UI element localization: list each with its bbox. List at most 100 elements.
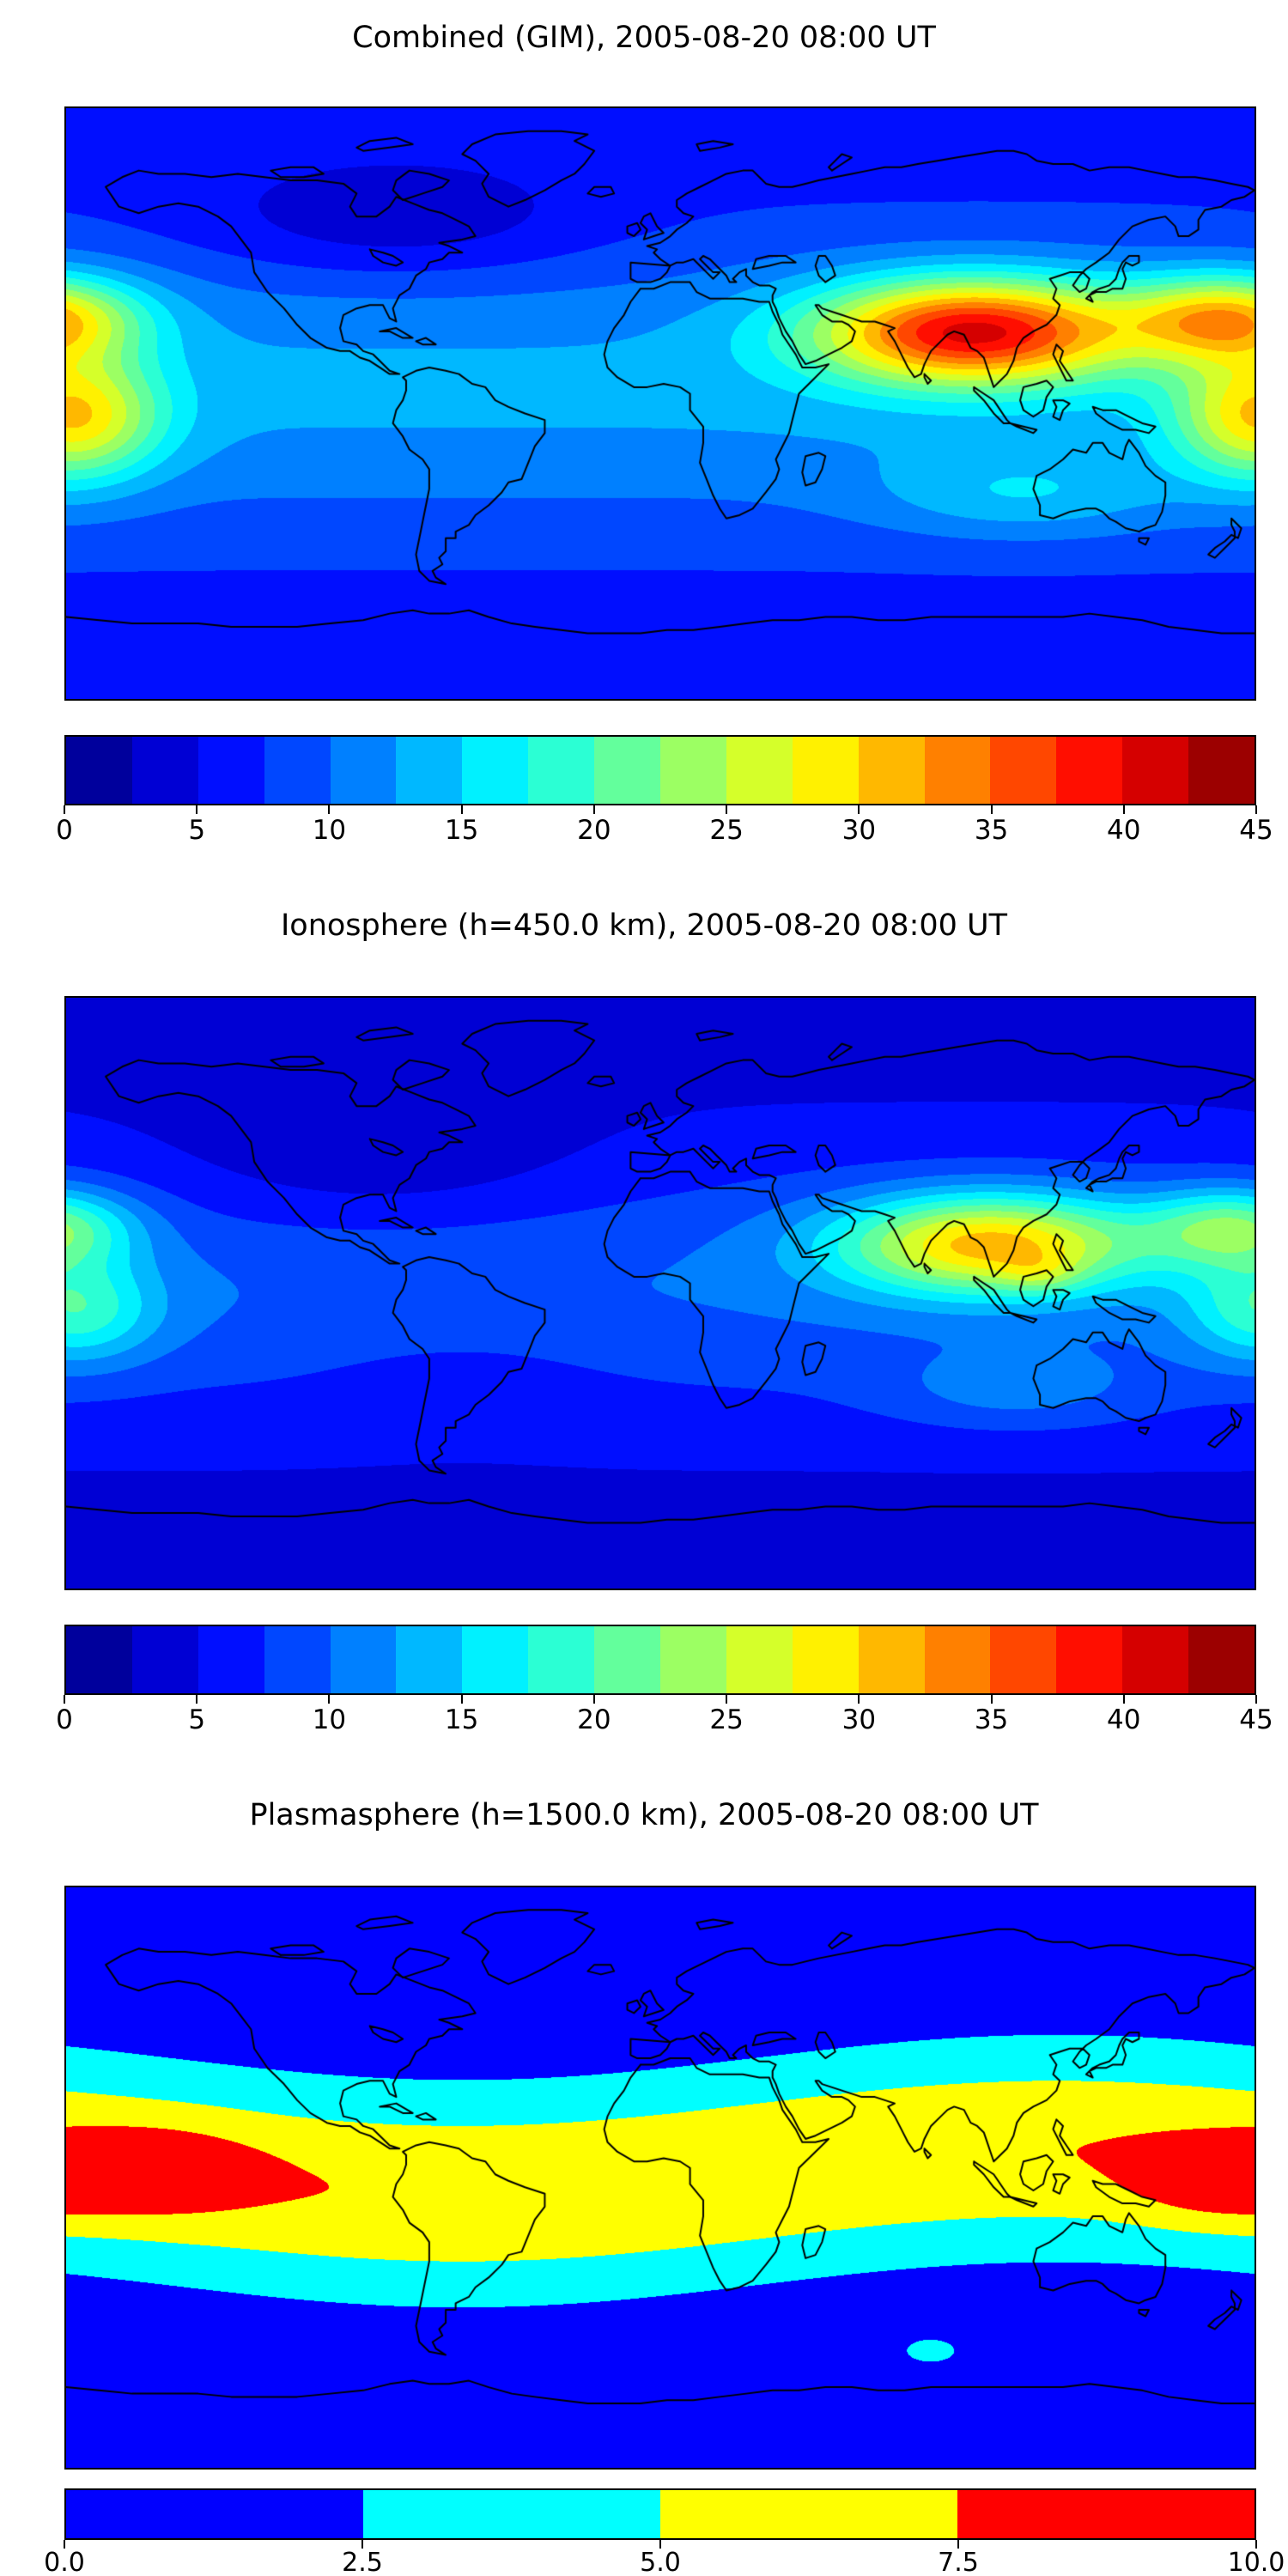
colorbar-segment xyxy=(66,737,132,804)
colorbar-segment xyxy=(197,1626,264,1693)
colorbar-segment xyxy=(726,1626,793,1693)
colorbar-tick-label: 5 xyxy=(188,1704,206,1735)
map-ionosphere xyxy=(64,996,1256,1590)
colorbar-tick-label: 25 xyxy=(709,1704,744,1735)
colorbar-tick-mark xyxy=(196,1695,198,1704)
colorbar-tick-label: 15 xyxy=(444,815,479,846)
colorbar-tick-label: 30 xyxy=(841,815,877,846)
colorbar-tick-mark xyxy=(592,1695,595,1704)
colorbar-tick-label: 20 xyxy=(577,1704,611,1735)
chart-title-combined: Combined (GIM), 2005-08-20 08:00 UT xyxy=(352,21,936,55)
colorbar-tick-label: 10 xyxy=(312,1704,347,1735)
colorbar-segment xyxy=(990,737,1057,804)
colorbar-segment xyxy=(1122,1626,1189,1693)
colorbar-tick-label: 20 xyxy=(577,815,611,846)
colorbar-tick-mark xyxy=(1255,805,1257,814)
colorbar-segment xyxy=(858,1626,925,1693)
colorbar-tick-mark xyxy=(64,1695,65,1704)
colorbar-segment xyxy=(396,1626,463,1693)
colorbar-segment xyxy=(726,737,793,804)
colorbar-segment xyxy=(462,1626,529,1693)
colorbar-tick-mark xyxy=(858,805,860,814)
colorbar-tick-mark xyxy=(361,2540,363,2549)
colorbar-tick-label: 10.0 xyxy=(1227,2548,1285,2576)
colorbar-segment xyxy=(858,737,925,804)
colorbar-ionosphere xyxy=(64,1625,1256,1695)
colorbar-segment xyxy=(1188,1626,1255,1693)
colorbar-segment xyxy=(594,737,661,804)
colorbar-segment xyxy=(660,737,726,804)
colorbar-segment xyxy=(1056,1626,1123,1693)
colorbar-segment xyxy=(396,737,463,804)
colorbar-tick-mark xyxy=(460,1695,463,1704)
colorbar-tick-mark xyxy=(1122,1695,1125,1704)
colorbar-segment xyxy=(1122,737,1189,804)
colorbar-tick-label: 0 xyxy=(56,815,73,846)
colorbar-segment xyxy=(131,737,198,804)
colorbar-segment xyxy=(330,1626,397,1693)
colorbar-segment xyxy=(131,1626,198,1693)
colorbar-segment xyxy=(792,1626,859,1693)
colorbar-tick-label: 5 xyxy=(188,815,206,846)
colorbar-tick-mark xyxy=(858,1695,860,1704)
colorbar-segment xyxy=(363,2490,660,2538)
colorbar-segment xyxy=(924,737,991,804)
colorbar-segment xyxy=(792,737,859,804)
colorbar-tick-label: 45 xyxy=(1239,815,1273,846)
chart-title-ionosphere: Ionosphere (h=450.0 km), 2005-08-20 08:0… xyxy=(280,908,1008,943)
chart-title-plasmasphere: Plasmasphere (h=1500.0 km), 2005-08-20 0… xyxy=(249,1798,1039,1832)
colorbar-tick-label: 0.0 xyxy=(44,2548,85,2576)
colorbar-tick-mark xyxy=(328,1695,331,1704)
colorbar-tick-mark xyxy=(957,2540,959,2549)
colorbar-tick-label: 2.5 xyxy=(342,2548,383,2576)
colorbar-segment xyxy=(957,2490,1255,2538)
map-plasmasphere xyxy=(64,1886,1256,2470)
colorbar-ticks-plasmasphere: 0.0 2.5 5.0 7.5 10.0 xyxy=(44,2540,1285,2576)
colorbar-tick-mark xyxy=(592,805,595,814)
colorbar-tick-label: 0 xyxy=(56,1704,73,1735)
colorbar-segment xyxy=(66,2490,363,2538)
colorbar-tick-label: 35 xyxy=(974,815,1009,846)
colorbar-tick-mark xyxy=(990,805,993,814)
colorbar-tick-mark xyxy=(726,805,728,814)
colorbar-tick-mark xyxy=(1255,2540,1257,2549)
colorbar-segment xyxy=(1056,737,1123,804)
colorbar-segment xyxy=(264,737,331,804)
colorbar-segment xyxy=(528,1626,595,1693)
colorbar-tick-mark xyxy=(1122,805,1125,814)
contour-canvas-combined xyxy=(66,108,1255,699)
colorbar-tick-label: 5.0 xyxy=(640,2548,681,2576)
contour-canvas-ionosphere xyxy=(66,998,1255,1589)
colorbar-tick-mark xyxy=(196,805,198,814)
colorbar-tick-label: 15 xyxy=(444,1704,479,1735)
colorbar-tick-mark xyxy=(460,805,463,814)
colorbar-tick-mark xyxy=(659,2540,661,2549)
colorbar-segment xyxy=(462,737,529,804)
colorbar-tick-mark xyxy=(990,1695,993,1704)
colorbar-tick-label: 25 xyxy=(709,815,744,846)
colorbar-tick-label: 30 xyxy=(841,1704,877,1735)
colorbar-segment xyxy=(660,2490,957,2538)
map-combined-gim xyxy=(64,106,1256,701)
colorbar-ticks-ionosphere: 0 5 10 15 20 25 30 35 40 45 xyxy=(56,1695,1273,1747)
colorbar-segment xyxy=(528,737,595,804)
colorbar-tick-label: 10 xyxy=(312,815,347,846)
colorbar-tick-label: 40 xyxy=(1107,815,1141,846)
contour-canvas-plasmasphere xyxy=(66,1887,1255,2468)
colorbar-combined xyxy=(64,735,1256,805)
colorbar-ticks-combined: 0 5 10 15 20 25 30 35 40 45 xyxy=(56,805,1273,857)
colorbar-segment xyxy=(660,1626,726,1693)
colorbar-segment xyxy=(924,1626,991,1693)
colorbar-tick-label: 35 xyxy=(974,1704,1009,1735)
colorbar-segment xyxy=(66,1626,132,1693)
colorbar-tick-mark xyxy=(1255,1695,1257,1704)
colorbar-segment xyxy=(990,1626,1057,1693)
colorbar-tick-mark xyxy=(64,805,65,814)
colorbar-tick-label: 40 xyxy=(1107,1704,1141,1735)
colorbar-plasmasphere xyxy=(64,2488,1256,2540)
colorbar-segment xyxy=(264,1626,331,1693)
colorbar-tick-mark xyxy=(726,1695,728,1704)
colorbar-segment xyxy=(330,737,397,804)
colorbar-tick-label: 7.5 xyxy=(938,2548,979,2576)
